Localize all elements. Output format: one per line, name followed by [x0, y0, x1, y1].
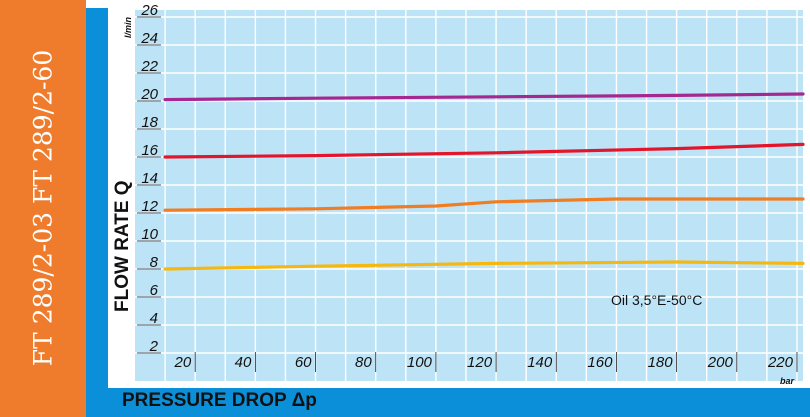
y-tick-label: 18	[141, 114, 158, 131]
y-tick-label: 24	[140, 30, 158, 47]
y-unit-label: l/min	[123, 16, 133, 38]
x-tick-label: 180	[648, 354, 674, 371]
y-tick-label: 12	[141, 198, 158, 215]
plot-background	[135, 10, 803, 381]
x-tick-label: 100	[407, 354, 433, 371]
x-tick-label: 140	[527, 354, 553, 371]
x-tick-label: 120	[467, 354, 493, 371]
x-axis-band	[86, 388, 810, 417]
oil-condition-note: Oil 3,5°E-50°C	[611, 292, 702, 308]
x-tick-label: 20	[173, 354, 191, 371]
x-tick-label: 200	[707, 354, 734, 371]
x-axis-title: PRESSURE DROP Δp	[122, 390, 317, 411]
x-tick-label: 160	[587, 354, 613, 371]
x-tick-label: 220	[767, 354, 794, 371]
y-tick-label: 16	[141, 142, 158, 159]
y-tick-label: 20	[140, 86, 158, 103]
series-line	[163, 197, 805, 212]
y-tick-label: 22	[140, 58, 158, 75]
x-tick-label: 40	[235, 354, 252, 371]
series-line	[163, 260, 805, 271]
product-label-band: FT 289/2-03 FT 289/2-60	[0, 0, 86, 417]
y-tick-label: 14	[141, 170, 158, 187]
y-tick-label: 2	[149, 338, 159, 355]
y-tick-label: 6	[150, 282, 159, 299]
y-axis-band	[86, 8, 108, 395]
series-line	[163, 142, 805, 159]
y-tick-label: 10	[141, 226, 158, 243]
y-tick-label: 26	[140, 2, 158, 19]
series-line	[163, 92, 805, 102]
y-tick-label: 8	[150, 254, 159, 271]
x-tick-label: 80	[355, 354, 372, 371]
y-tick-label: 4	[150, 310, 158, 327]
x-tick-label: 60	[295, 354, 312, 371]
x-unit-label: bar	[780, 376, 795, 386]
